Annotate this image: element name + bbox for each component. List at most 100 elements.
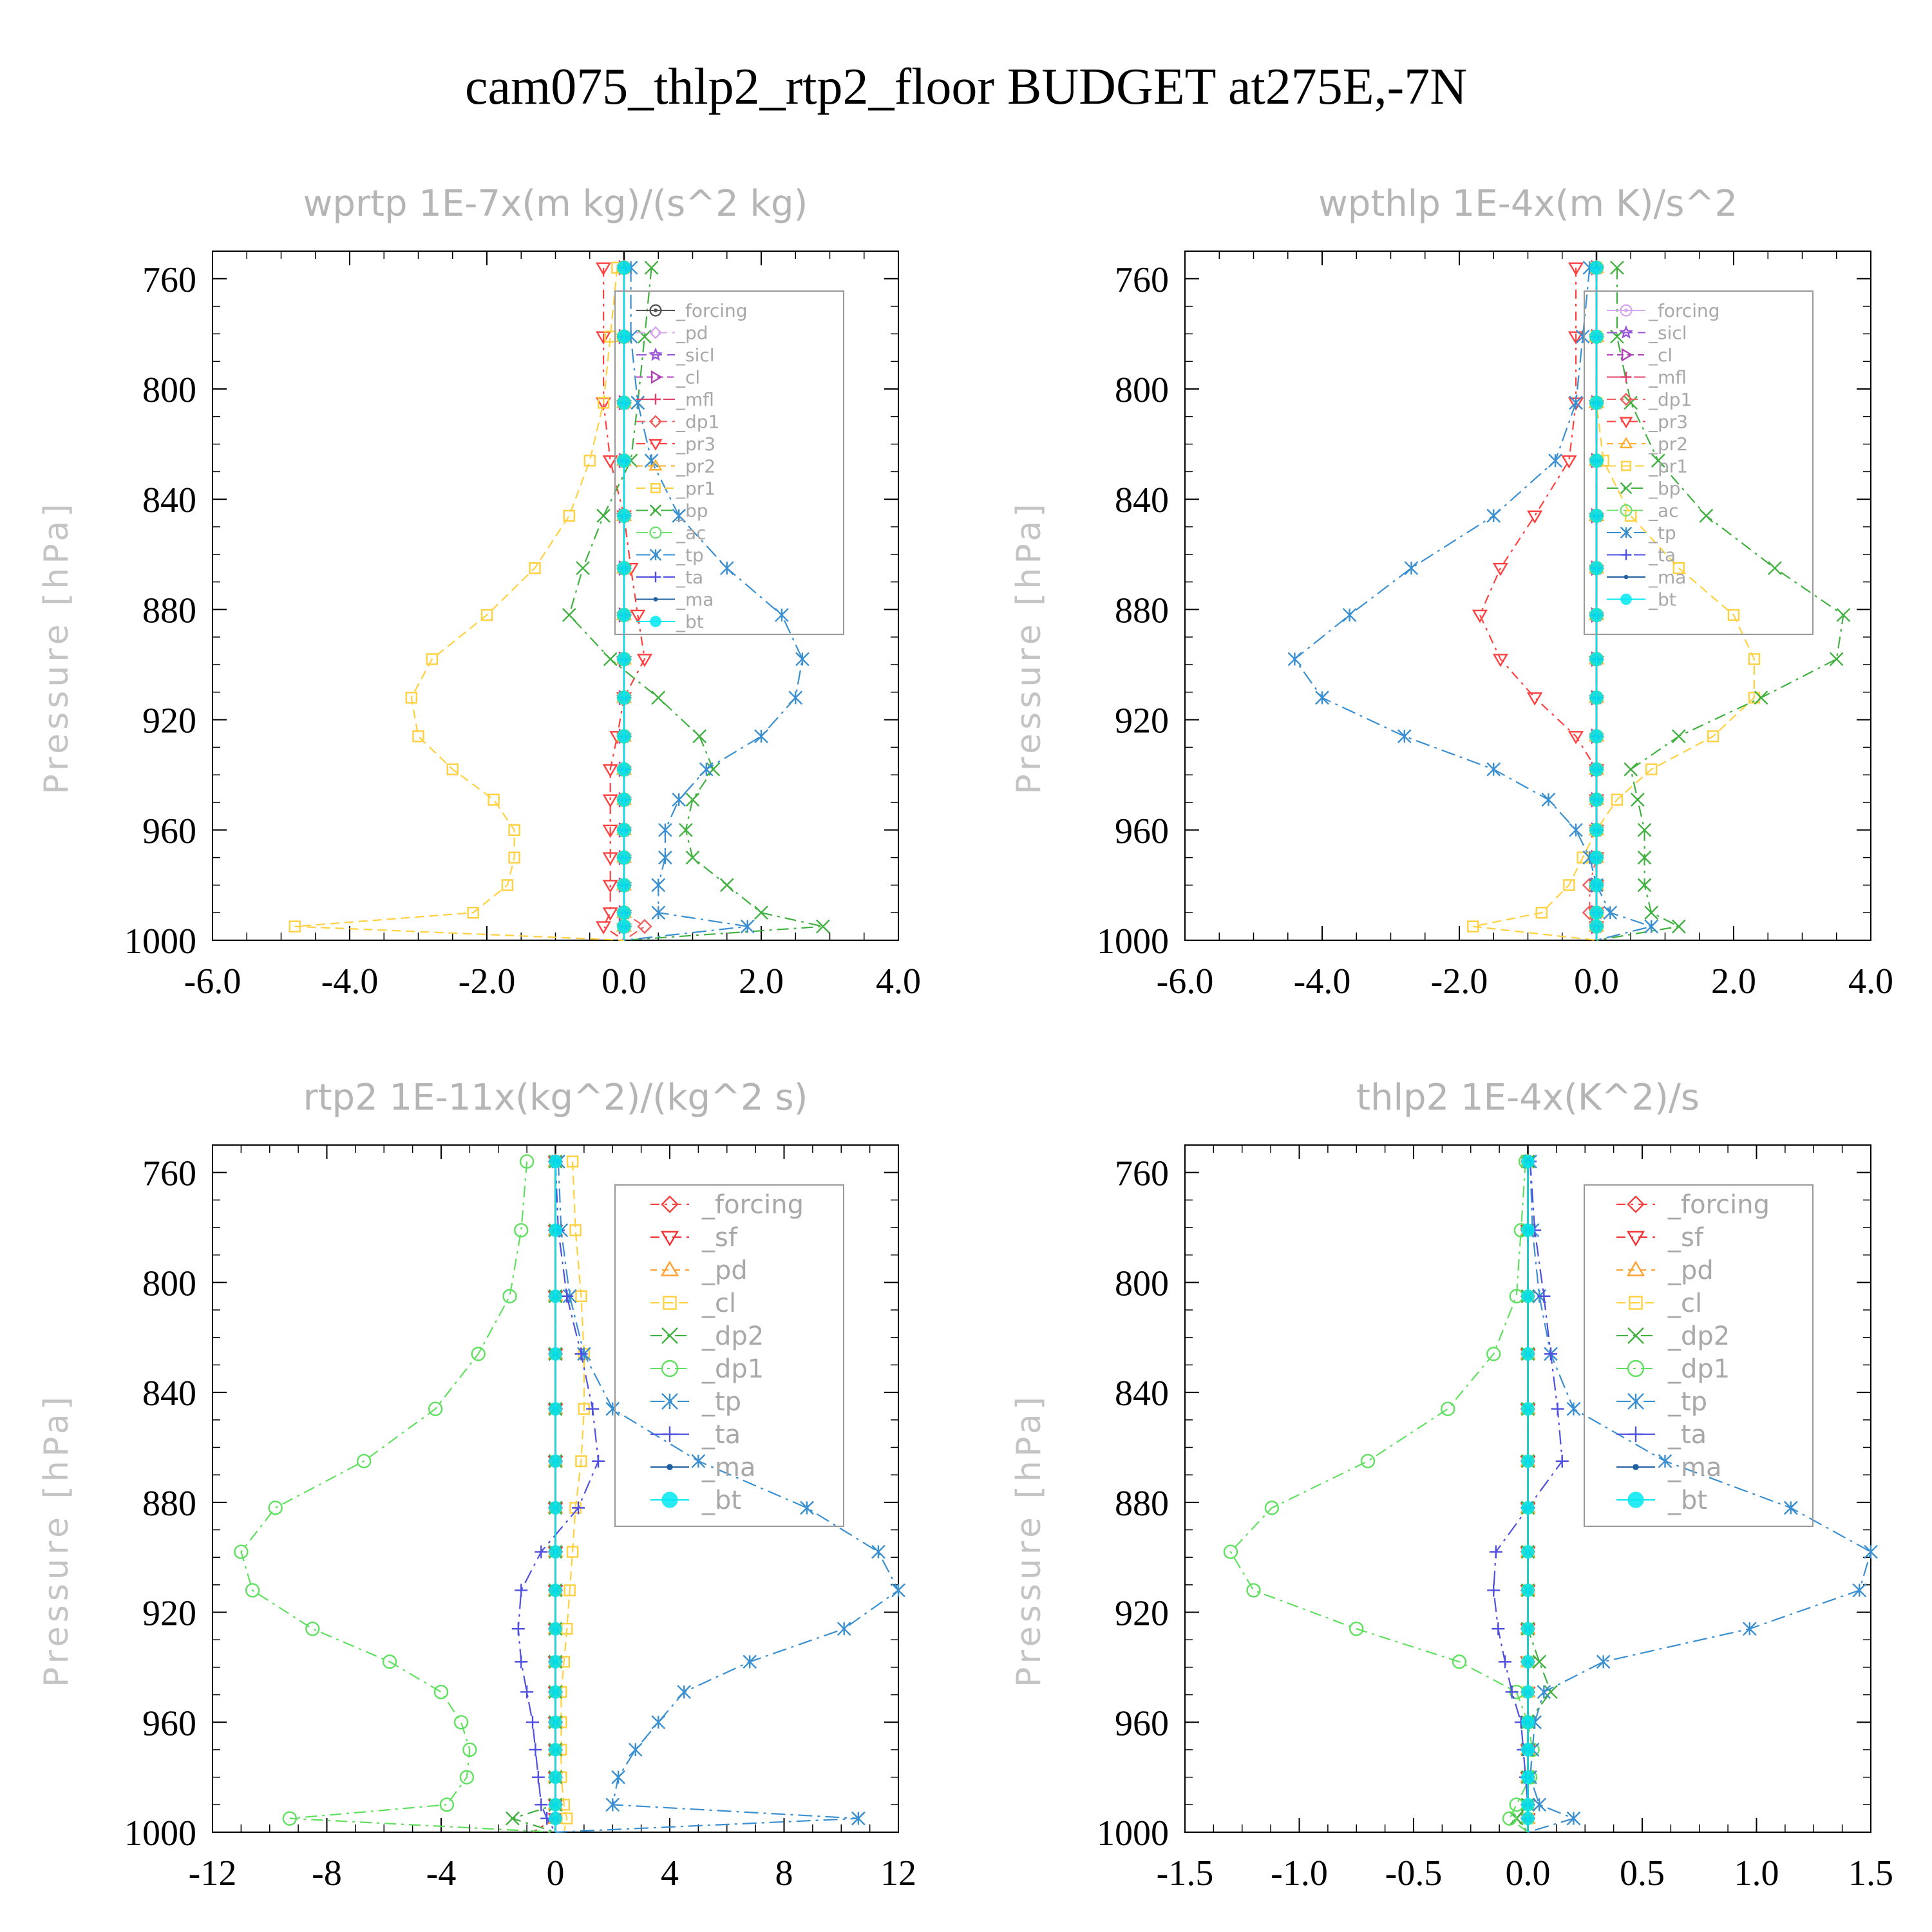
series-tp-point <box>1852 1583 1867 1598</box>
series-dp1-point <box>637 918 652 934</box>
legend-swatch-marker <box>1619 437 1633 449</box>
series-bp-point <box>1637 822 1652 837</box>
x-tick-label: -6.0 <box>1157 961 1214 1001</box>
series-pr3-point <box>602 852 618 866</box>
series-dp1 <box>234 1154 556 1833</box>
legend-swatch-marker <box>661 1359 679 1378</box>
legend-box <box>1584 1184 1814 1527</box>
y-tick-label: 920 <box>142 1594 196 1634</box>
series-tp-point <box>740 919 755 934</box>
series-ta-point <box>1544 1347 1557 1361</box>
series-tp-point <box>1486 509 1501 523</box>
panel-rtp2: rtp2 1E-11x(kg^2)/(kg^2 s) Pressure [hPa]… <box>37 1077 916 1893</box>
series-dp1-point <box>1452 1654 1467 1669</box>
series-dp1-point <box>1360 1454 1376 1469</box>
legend-swatch-marker <box>1626 1231 1645 1247</box>
y-tick-label: 1000 <box>1097 1814 1169 1853</box>
legend-box <box>614 290 844 635</box>
series-bp-point <box>685 850 700 865</box>
legend-label: _tp <box>676 544 704 565</box>
y-tick-label: 840 <box>142 1374 196 1414</box>
legend-item: _cl <box>1607 345 1672 366</box>
series-tp-point <box>795 652 810 667</box>
legend-swatch-marker <box>1620 593 1632 605</box>
y-tick-label: 880 <box>142 1484 196 1524</box>
series-bt-point <box>549 1770 562 1785</box>
legend-item: _pd <box>650 1256 748 1285</box>
series-pr1-point <box>508 851 520 864</box>
series-dp1-point <box>471 1347 486 1361</box>
legend-swatch-marker <box>1620 372 1632 383</box>
legend-swatch-marker <box>650 393 661 405</box>
series-bt-point <box>1589 608 1604 622</box>
series-tp-point <box>628 1743 643 1757</box>
legend-swatch-marker <box>649 326 663 339</box>
series-bt <box>1589 261 1604 940</box>
series-tp-point <box>1743 1622 1757 1636</box>
series-bt-point <box>1521 1402 1535 1416</box>
series-pr1-point <box>1727 609 1740 621</box>
legend-item: _cl <box>1616 1289 1702 1318</box>
legend-item: _cl <box>636 366 700 388</box>
legend-label: _forcing <box>676 300 748 321</box>
series-pr1-line <box>294 267 625 942</box>
y-tick-label: 760 <box>1115 260 1169 300</box>
legend-item: _pd <box>1616 1256 1714 1285</box>
legend-item: _pr1 <box>636 478 715 499</box>
series-ta-point <box>592 1454 605 1468</box>
legend-label: _ma <box>701 1453 755 1482</box>
series-bt-point <box>549 1743 562 1757</box>
series-bt-point <box>1589 652 1604 666</box>
series-bp-point <box>1754 690 1768 705</box>
panel-title: wpthlp 1E-4x(m K)/s^2 <box>1318 183 1738 225</box>
legend-item: _ma <box>1616 1453 1721 1482</box>
legend-label: _forcing <box>1667 1190 1770 1220</box>
legend-label: _cl <box>1648 345 1672 366</box>
x-tick-label: -4.0 <box>1294 961 1351 1001</box>
series-tp-point <box>672 792 687 807</box>
legend-item: _ac <box>636 522 706 544</box>
legend-swatch-marker <box>1627 1492 1644 1508</box>
panel-title: rtp2 1E-11x(kg^2)/(kg^2 s) <box>303 1077 808 1119</box>
series-bt-point <box>1521 1454 1535 1468</box>
legend-item: _pr1 <box>1607 455 1688 477</box>
series-bt-point <box>1521 1770 1535 1785</box>
series-ta-point <box>529 1743 542 1756</box>
series-tp-point <box>1783 1501 1798 1515</box>
series-bt-point <box>1589 561 1604 575</box>
series-bt-point <box>617 690 631 705</box>
series-bp-point <box>692 729 706 744</box>
series-pr1-point <box>501 879 514 891</box>
y-tick-label: 960 <box>1115 811 1169 851</box>
series-pr3-line <box>1479 267 1598 940</box>
series-bp-point <box>1836 608 1851 622</box>
series-pr3-point <box>595 262 612 276</box>
legend-swatch-marker <box>1626 1260 1645 1276</box>
series-bt-point <box>549 1155 562 1169</box>
x-tick-label: -1.0 <box>1271 1853 1328 1893</box>
series-tp-point <box>651 905 666 920</box>
legend-item: _bt <box>1607 589 1676 610</box>
series-dp1-point <box>453 1715 469 1730</box>
series-bt-point <box>549 1685 562 1699</box>
series-ta-point <box>515 1655 528 1669</box>
series-ta-point <box>1505 1685 1519 1699</box>
series-tp-point <box>1537 1685 1551 1700</box>
series-bt-point <box>617 652 631 666</box>
series-ta-point <box>531 1770 545 1784</box>
legend-swatch-marker <box>653 597 658 601</box>
series-tp-point <box>1397 729 1412 744</box>
series-tp-point <box>1864 1544 1878 1559</box>
legend-label: _bt <box>676 611 704 632</box>
y-tick-label: 1000 <box>1097 922 1169 961</box>
y-tick-label: 880 <box>1115 591 1169 630</box>
series-pr3 <box>595 262 653 941</box>
page-title: cam075_thlp2_rtp2_floor BUDGET at275E,-7… <box>464 59 1468 115</box>
x-tick-label: 0.0 <box>1506 1853 1551 1893</box>
y-tick-label: 760 <box>142 1154 196 1194</box>
series-pr1-point <box>1672 562 1685 574</box>
series-dp1 <box>1223 1154 1540 1833</box>
series-pr3-point <box>595 331 612 345</box>
legend-item: _ta <box>1607 544 1676 565</box>
legend-label: _dp1 <box>1648 389 1692 410</box>
